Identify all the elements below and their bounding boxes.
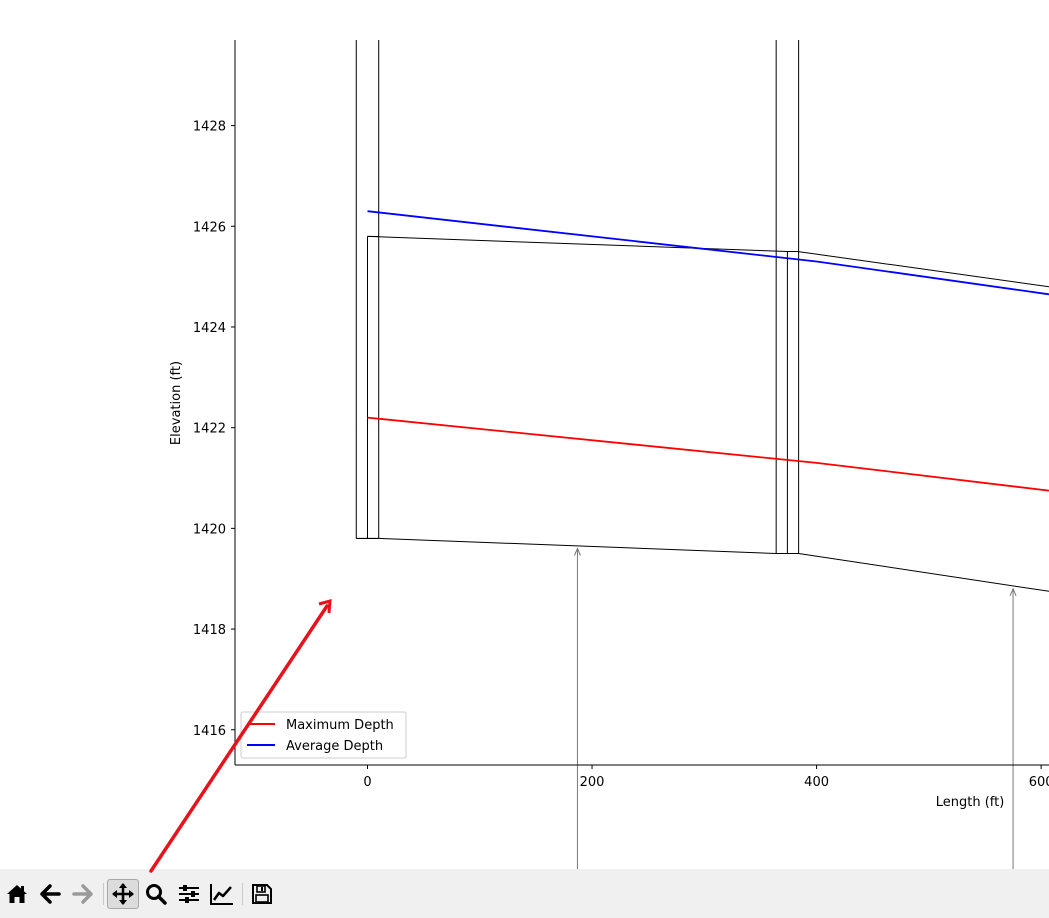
y-tick-label-1420: 1420 [193,522,226,537]
save-button[interactable] [246,879,278,909]
series-line-maximum-depth [367,416,1049,492]
toolbar-separator [242,883,243,905]
annotation-arrow-head-1 [1009,587,1017,596]
y-tick-label-1426: 1426 [193,220,226,235]
y-tick-label-1418: 1418 [193,623,226,638]
floppy-disk-icon [252,884,272,904]
home-button[interactable] [1,879,33,909]
profile-layer [355,40,1049,592]
magnifier-icon [146,884,167,905]
y-axis-label: Elevation (ft) [169,361,184,445]
x-tick-label-600: 600 [1029,775,1049,790]
annotation-arrow-head-0 [573,547,581,556]
series-line-average-depth [367,210,1049,296]
forward-button[interactable] [67,879,99,909]
back-button[interactable] [34,879,66,909]
conduit-invert-line [356,537,1049,592]
legend-label-average-depth: Average Depth [286,739,383,754]
x-tick-label-0: 0 [363,775,371,790]
x-tick-label-200: 200 [580,775,605,790]
profile-plot[interactable]: 1416 1418 1420 1422 1424 1426 1428 0 200 400 600 L… [0,0,1049,869]
sliders-icon [179,885,199,903]
series-layer [367,210,1049,492]
home-icon [7,885,27,903]
y-tick-label-1428: 1428 [193,120,226,135]
annotation-layer [573,547,1017,869]
ground-surface-line [367,235,1049,288]
y-tick-label-1424: 1424 [193,321,226,336]
x-axis-label: Length (ft) [936,795,1005,810]
x-tick-label-400: 400 [804,775,829,790]
y-tick-label-1416: 1416 [193,724,226,739]
subplots-button[interactable] [173,879,205,909]
edit-axes-button[interactable] [206,879,238,909]
zoom-button[interactable] [140,879,172,909]
legend: Maximum Depth Average Depth [240,711,407,759]
arrow-left-icon [40,884,61,904]
move-icon [112,883,134,905]
line-chart-icon [210,884,233,905]
navigation-toolbar [0,869,1049,918]
y-tick-label-1422: 1422 [193,422,226,437]
legend-label-maximum-depth: Maximum Depth [286,718,394,733]
toolbar-separator [103,883,104,905]
arrow-right-icon [72,884,93,904]
pan-button[interactable] [107,879,139,909]
axes-layer: 1416 1418 1420 1422 1424 1426 1428 0 200 400 600 [193,40,1049,790]
